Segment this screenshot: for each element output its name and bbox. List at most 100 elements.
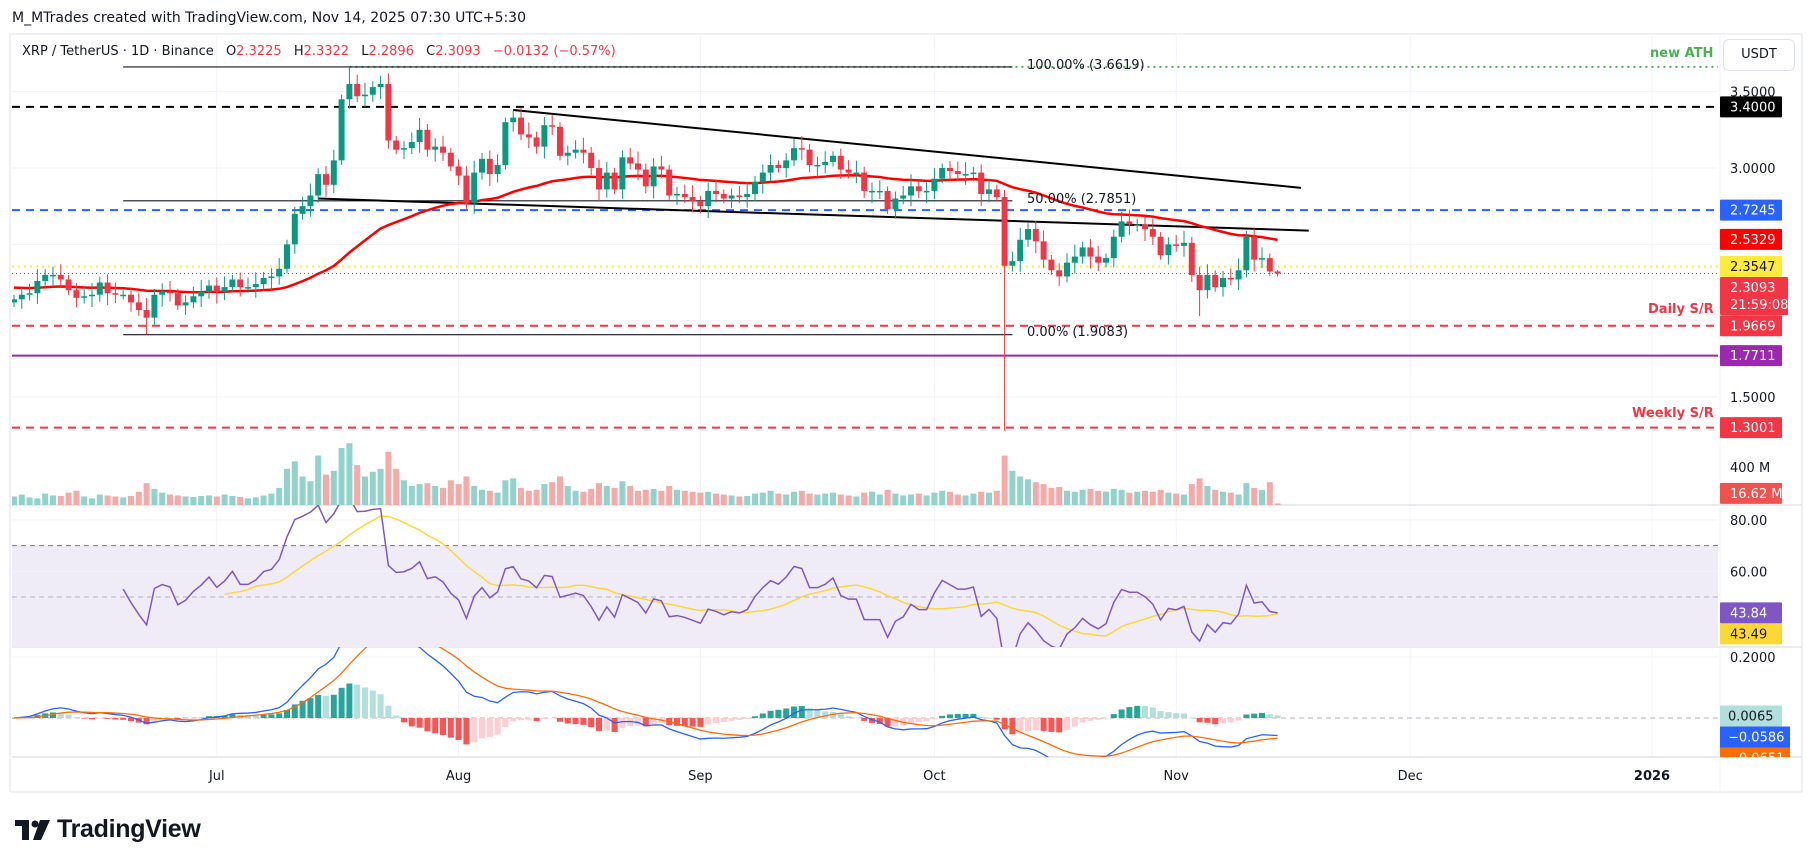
candle-body <box>1126 221 1133 225</box>
high-value: 2.3322 <box>303 44 350 59</box>
candle-body <box>767 164 774 173</box>
candle-body <box>440 146 446 153</box>
volume-bar <box>635 490 641 505</box>
macd-histogram-bar <box>1095 718 1102 720</box>
volume-bar <box>869 491 875 505</box>
macd-histogram-bar <box>533 718 540 722</box>
macd-histogram-bar <box>744 718 751 719</box>
macd-histogram-bar <box>861 718 868 721</box>
open-label: O <box>225 44 237 59</box>
macd-histogram-bar <box>252 715 259 718</box>
candle-body <box>1212 274 1219 288</box>
volume-bar <box>728 495 735 505</box>
macd-histogram-bar <box>1110 714 1117 718</box>
volume-bar <box>276 487 283 505</box>
price-tag-text: 2.3547 <box>1730 260 1776 275</box>
macd-histogram-bar <box>424 718 431 732</box>
volume-bar <box>564 486 571 505</box>
macd-histogram-bar <box>1118 709 1125 718</box>
macd-histogram-bar <box>143 718 150 725</box>
candle-body <box>12 299 17 303</box>
macd-histogram-bar <box>89 718 95 720</box>
macd-histogram-bar <box>190 718 197 719</box>
high-label: H <box>293 44 304 59</box>
currency-button[interactable]: USDT <box>1723 39 1795 71</box>
candle-body <box>1149 229 1156 237</box>
candle-body <box>892 198 899 210</box>
candle-body <box>65 279 72 291</box>
rsi-band <box>12 545 1718 647</box>
macd-histogram-bar <box>1056 718 1063 733</box>
volume-bar <box>830 492 836 505</box>
candle-body <box>1118 221 1125 237</box>
low-value: 2.2896 <box>368 44 414 59</box>
macd-histogram-bar <box>954 714 961 718</box>
candle-body <box>393 140 400 150</box>
volume-bar <box>557 476 563 505</box>
candle-body <box>1103 258 1109 263</box>
candle-body <box>939 168 946 179</box>
candle-body <box>1181 242 1187 246</box>
macd-histogram-bar <box>1173 713 1180 718</box>
volume-bar <box>362 476 368 505</box>
candle-body <box>986 189 992 194</box>
candle-body <box>736 195 743 198</box>
volume-bar <box>1032 482 1039 505</box>
price-tag: 2.7245 <box>1720 199 1782 221</box>
close-value: 2.3093 <box>435 44 481 59</box>
macd-histogram-bar <box>346 683 353 718</box>
volume-bar <box>806 493 813 505</box>
macd-histogram-bar <box>1212 718 1219 725</box>
candle-body <box>143 310 150 318</box>
macd-histogram-bar <box>915 718 922 723</box>
candle-body <box>1064 262 1070 277</box>
volume-bar <box>939 490 946 505</box>
volume-bar <box>658 490 665 505</box>
volume-bar <box>1212 489 1219 505</box>
candle-body <box>954 171 961 175</box>
volume-bar <box>705 491 712 505</box>
volume-bar <box>143 483 150 505</box>
volume-bar <box>627 486 634 505</box>
candle-body <box>635 163 641 170</box>
macd-histogram-bar <box>447 718 454 738</box>
volume-bar <box>931 492 938 505</box>
macd-histogram-bar <box>525 718 532 720</box>
candle-body <box>619 157 626 190</box>
macd-histogram-bar <box>120 718 127 720</box>
rsi-axis-label: 60.00 <box>1730 565 1767 580</box>
candle-body <box>783 160 790 168</box>
candle-body <box>120 294 127 297</box>
macd-histogram-bar <box>393 715 400 718</box>
volume-bar <box>26 497 33 505</box>
macd-histogram-bar <box>315 695 322 718</box>
macd-histogram-bar <box>268 714 275 718</box>
price-tag-bg <box>1720 417 1782 439</box>
macd-histogram-bar <box>806 708 813 718</box>
volume-bar <box>354 465 361 505</box>
candle-body <box>408 142 415 149</box>
chart-credit: M_MTrades created with TradingView.com, … <box>12 10 527 26</box>
candle-body <box>447 152 454 167</box>
volume-bar <box>128 495 134 505</box>
rsi-tag: 43.84 <box>1720 602 1782 624</box>
candle-body <box>876 190 883 193</box>
rsi-ma-line <box>224 515 1278 637</box>
candle-body <box>159 291 166 295</box>
candle-body <box>830 155 836 162</box>
fib-100-label: 100.00% (3.6619) <box>1027 58 1145 73</box>
macd-histogram-bar <box>876 718 883 724</box>
symbol-name[interactable]: XRP / TetherUS · 1D · Binance <box>22 44 214 59</box>
candle-body <box>1032 229 1039 242</box>
candle-body <box>1165 244 1172 256</box>
macd-histogram-bar <box>65 714 72 718</box>
candle-body <box>611 172 618 190</box>
countdown-text: 21:59:08 <box>1730 298 1788 313</box>
candle-body <box>73 290 80 298</box>
candle-body <box>182 302 189 306</box>
tradingview-logo[interactable]: TradingView <box>15 815 201 844</box>
candle-body <box>245 287 251 289</box>
candle-body <box>564 152 571 156</box>
candle-body <box>128 294 134 303</box>
